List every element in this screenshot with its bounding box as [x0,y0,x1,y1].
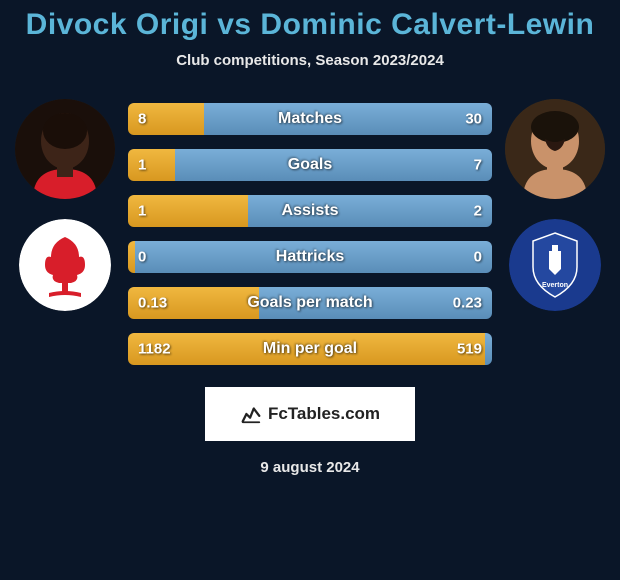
comparison-card: Divock Origi vs Dominic Calvert-Lewin Cl… [0,0,620,580]
right-player-col: Everton [500,99,610,311]
stat-bar: 1 2 Assists [128,195,492,227]
stat-value-left: 0 [138,249,146,266]
stat-value-right: 0.23 [453,295,482,312]
everton-badge-icon: Everton [509,219,601,311]
stat-label: Min per goal [263,340,357,358]
left-club-badge [19,219,111,311]
right-player-avatar [505,99,605,199]
avatar-left-icon [15,99,115,199]
stat-label: Goals [288,156,332,174]
brand-box[interactable]: FcTables.com [205,387,415,441]
stat-bar: 0.13 0.23 Goals per match [128,287,492,319]
date: 9 august 2024 [10,459,610,476]
stat-value-right: 7 [474,157,482,174]
bar-left-fill [128,241,135,273]
svg-text:Everton: Everton [542,282,568,289]
stats-column: 8 30 Matches 1 7 Goals 1 2 Assists 0 0 Hattricks 0.1… [128,99,492,365]
stat-label: Assists [282,202,339,220]
stat-value-left: 0.13 [138,295,167,312]
stat-value-right: 0 [474,249,482,266]
stat-bar: 1 7 Goals [128,149,492,181]
stat-label: Goals per match [247,294,372,312]
stat-label: Matches [278,110,342,128]
forest-badge-icon [19,219,111,311]
bar-right-fill [204,103,492,135]
stat-bar: 0 0 Hattricks [128,241,492,273]
right-club-badge: Everton [509,219,601,311]
stat-value-right: 30 [465,111,482,128]
page-title: Divock Origi vs Dominic Calvert-Lewin [10,8,610,42]
bar-right-fill [175,149,492,181]
stat-bar: 1182 519 Min per goal [128,333,492,365]
stat-bar: 8 30 Matches [128,103,492,135]
brand-name: FcTables.com [268,404,380,424]
bar-left-fill [128,149,175,181]
stat-value-left: 1182 [138,341,171,358]
stat-value-left: 1 [138,203,146,220]
left-player-col [10,99,120,311]
stat-value-left: 8 [138,111,146,128]
avatar-right-icon [505,99,605,199]
bar-right-fill [485,333,492,365]
left-player-avatar [15,99,115,199]
stat-label: Hattricks [276,248,344,266]
chart-icon [240,403,262,425]
stat-value-left: 1 [138,157,146,174]
page-subtitle: Club competitions, Season 2023/2024 [10,52,610,69]
main-row: 8 30 Matches 1 7 Goals 1 2 Assists 0 0 Hattricks 0.1… [10,99,610,365]
stat-value-right: 519 [457,341,482,358]
stat-value-right: 2 [474,203,482,220]
